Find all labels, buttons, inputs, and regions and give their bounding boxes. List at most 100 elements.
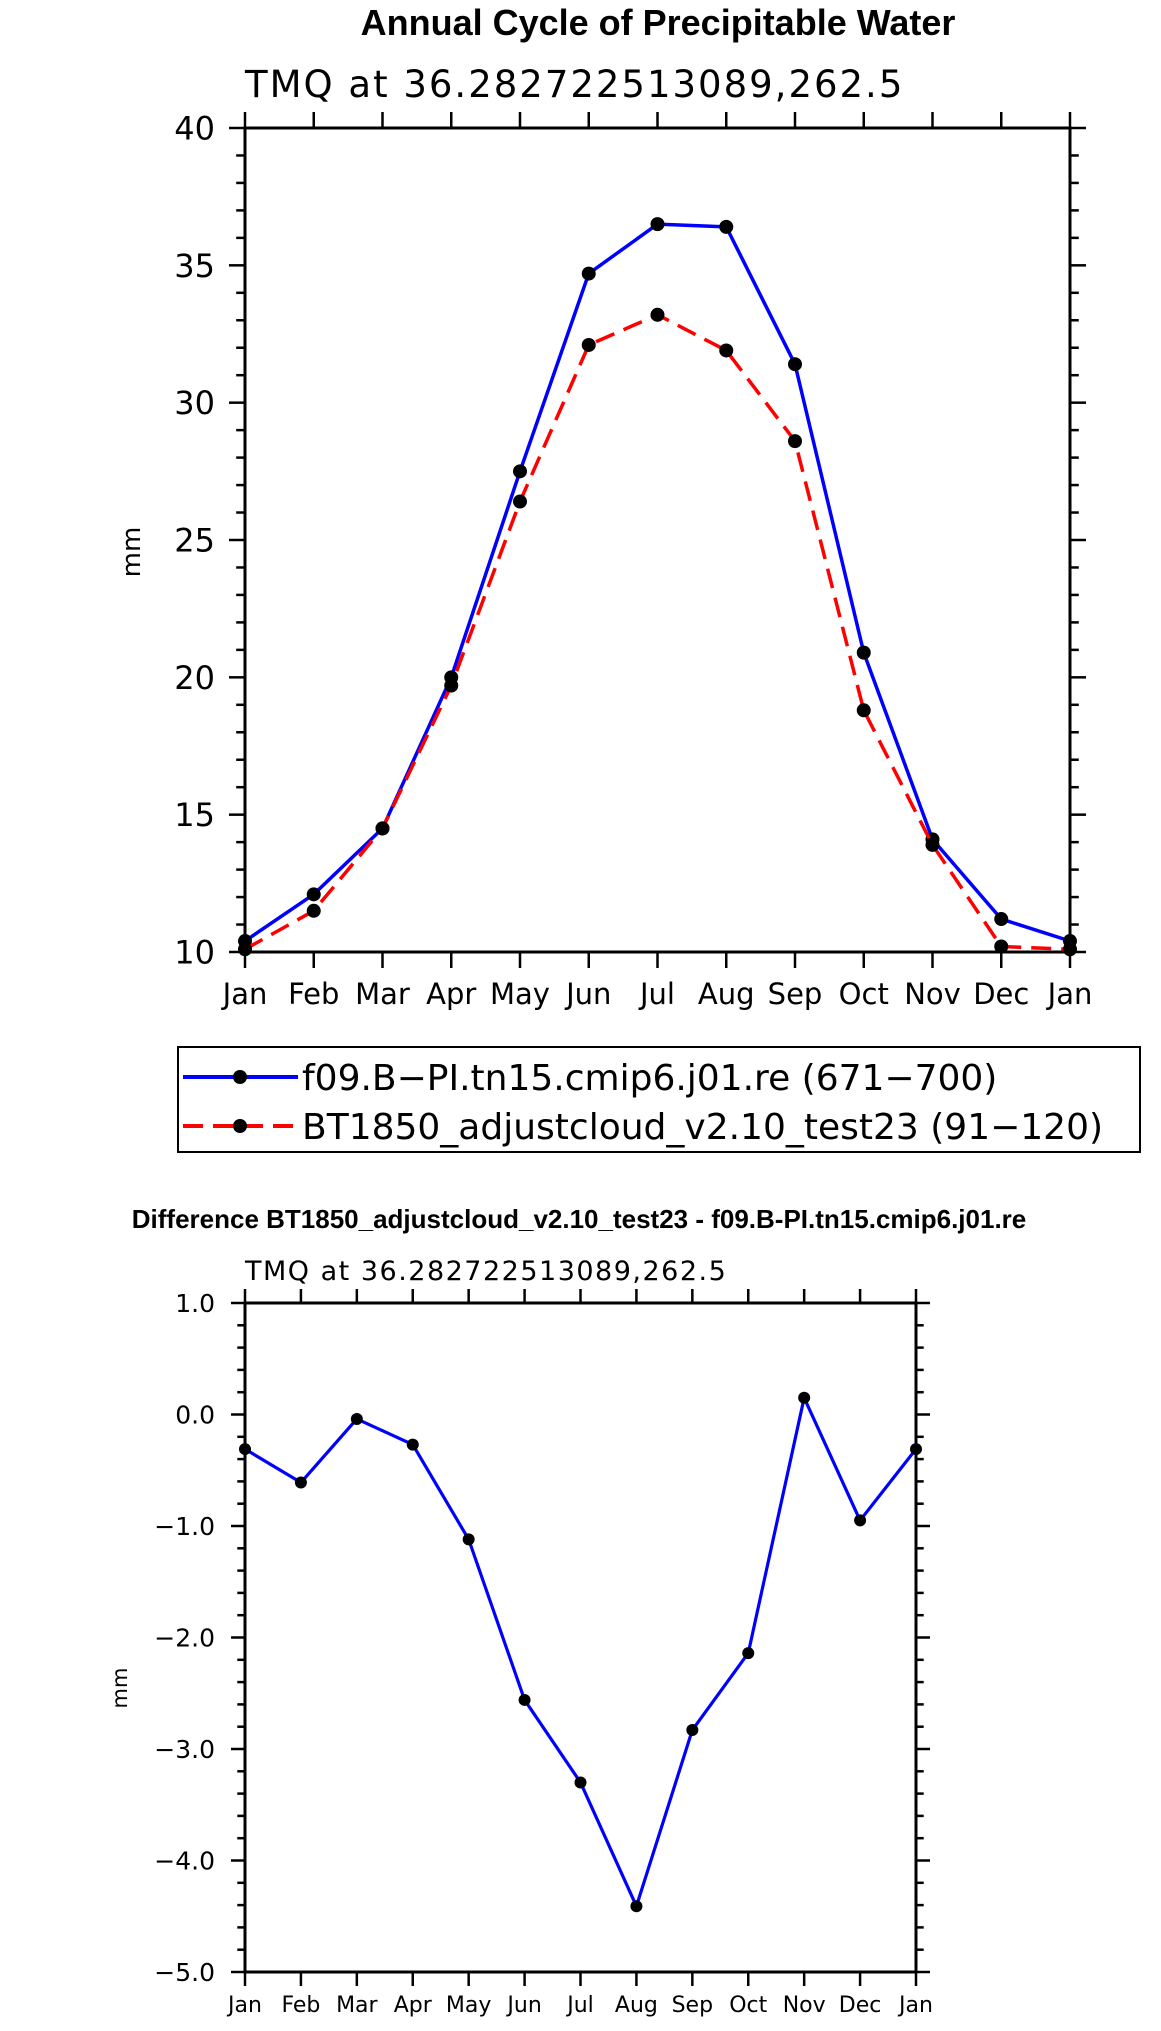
- y-tick-label: −1.0: [154, 1512, 215, 1541]
- x-tick-label: May: [490, 977, 550, 1011]
- x-tick-label: May: [446, 1993, 491, 2018]
- data-point: [350, 1412, 363, 1425]
- x-tick-label: Jun: [505, 1993, 541, 2018]
- y-tick-label: −5.0: [154, 1958, 215, 1987]
- legend-swatch-marker: [233, 1070, 247, 1084]
- series-1: [238, 217, 1077, 949]
- x-tick-label: Oct: [839, 977, 889, 1011]
- y-tick-label: 35: [174, 247, 215, 285]
- data-point: [994, 912, 1009, 927]
- chart-title: Difference BT1850_adjustcloud_v2.10_test…: [132, 1204, 1027, 1234]
- series-group: [239, 1391, 922, 1913]
- data-point: [742, 1647, 755, 1660]
- difference-chart: Difference BT1850_adjustcloud_v2.10_test…: [108, 1204, 1026, 2018]
- data-point: [306, 903, 321, 918]
- data-point: [513, 464, 527, 479]
- data-point: [518, 1693, 531, 1706]
- data-point: [574, 1776, 587, 1789]
- data-point: [910, 1443, 922, 1456]
- x-tick-label: Feb: [281, 1993, 320, 2018]
- y-tick-label: 20: [174, 659, 215, 697]
- tick-labels: Jan Feb Mar Apr May Jun Jul Aug Sep Oct Nov Dec Jan−…: [154, 1289, 933, 2018]
- x-tick-label: Jan: [226, 1993, 262, 2018]
- y-tick-label: −4.0: [154, 1847, 215, 1876]
- plot-border: [243, 1301, 918, 1974]
- y-tick-label: 25: [174, 522, 215, 560]
- x-tick-label: Sep: [768, 977, 823, 1011]
- x-tick-label: Oct: [729, 1993, 767, 2018]
- x-tick-label: Sep: [672, 1993, 713, 2018]
- x-tick-label: Feb: [288, 977, 339, 1011]
- x-tick-label: Dec: [973, 977, 1029, 1011]
- data-point: [719, 343, 734, 358]
- series-2: [238, 307, 1077, 957]
- y-tick-label: 10: [174, 934, 215, 972]
- legend-entry-2: BT1850_adjustcloud_v2.10_test23 (91−120): [183, 1107, 1103, 1148]
- data-point: [238, 942, 252, 957]
- y-tick-label: 1.0: [175, 1289, 215, 1318]
- x-tick-label: Jul: [638, 977, 675, 1011]
- data-point: [650, 307, 665, 322]
- data-point: [630, 1900, 643, 1913]
- x-tick-label: Mar: [355, 977, 410, 1011]
- data-point: [994, 939, 1009, 954]
- y-tick-label: −3.0: [154, 1735, 215, 1764]
- data-point: [581, 266, 596, 281]
- chart-title: Annual Cycle of Precipitable Water: [361, 2, 956, 43]
- y-axis-label: mm: [108, 1668, 132, 1709]
- data-point: [239, 1443, 251, 1456]
- legend-label: f09.B−PI.tn15.cmip6.j01.re (671−700): [302, 1058, 997, 1099]
- x-tick-label: Apr: [426, 977, 476, 1011]
- data-point: [925, 837, 940, 852]
- legend-swatch-marker: [233, 1119, 247, 1133]
- plot-frame: [229, 112, 1086, 968]
- x-tick-label: Apr: [394, 1993, 433, 2018]
- y-tick-label: 15: [174, 796, 215, 834]
- data-point: [294, 1476, 307, 1489]
- tick-labels: Jan Feb Mar Apr May Jun Jul Aug Sep Oct Nov Dec Jan1…: [174, 110, 1092, 1011]
- data-point: [854, 1514, 867, 1527]
- data-point: [650, 217, 665, 232]
- data-point: [513, 494, 527, 509]
- data-point: [1063, 942, 1077, 957]
- data-point: [788, 434, 802, 449]
- x-tick-label: Mar: [336, 1993, 378, 2018]
- x-tick-label: Jan: [221, 977, 268, 1011]
- y-tick-label: −2.0: [154, 1624, 215, 1653]
- y-tick-label: 30: [174, 384, 215, 422]
- data-point: [375, 821, 390, 836]
- legend-entry-1: f09.B−PI.tn15.cmip6.j01.re (671−700): [183, 1058, 997, 1099]
- data-point: [856, 645, 871, 660]
- series-line: [244, 222, 1071, 943]
- plot-border: [243, 126, 1072, 954]
- plot-frame: [231, 1289, 930, 1986]
- data-point: [462, 1533, 475, 1546]
- data-point: [798, 1391, 811, 1404]
- series-1: [239, 1391, 922, 1913]
- annual-cycle-chart: Annual Cycle of Precipitable Water TMQ a…: [117, 2, 1092, 1011]
- legend: f09.B−PI.tn15.cmip6.j01.re (671−700) BT1…: [177, 1046, 1141, 1153]
- x-tick-label: Aug: [615, 1993, 658, 2018]
- x-tick-label: Nov: [904, 977, 961, 1011]
- data-point: [444, 678, 459, 693]
- data-point: [719, 219, 734, 234]
- legend-label: BT1850_adjustcloud_v2.10_test23 (91−120): [302, 1107, 1103, 1148]
- data-point: [581, 337, 596, 352]
- data-point: [788, 357, 802, 372]
- chart-subtitle: TMQ at 36.282722513089,262.5: [244, 63, 904, 106]
- x-tick-label: Dec: [839, 1993, 882, 2018]
- data-point: [686, 1724, 699, 1737]
- series-line: [244, 1396, 918, 1908]
- x-tick-label: Jan: [897, 1993, 933, 2018]
- data-point: [306, 887, 321, 902]
- chart-subtitle: TMQ at 36.282722513089,262.5: [244, 1256, 727, 1287]
- x-tick-label: Jun: [564, 977, 611, 1011]
- data-point: [406, 1438, 419, 1451]
- x-tick-label: Aug: [698, 977, 755, 1011]
- data-point: [856, 703, 871, 718]
- series-group: [238, 217, 1077, 957]
- legend-box: [177, 1046, 1141, 1153]
- y-axis-label: mm: [117, 527, 147, 578]
- x-tick-label: Nov: [783, 1993, 826, 2018]
